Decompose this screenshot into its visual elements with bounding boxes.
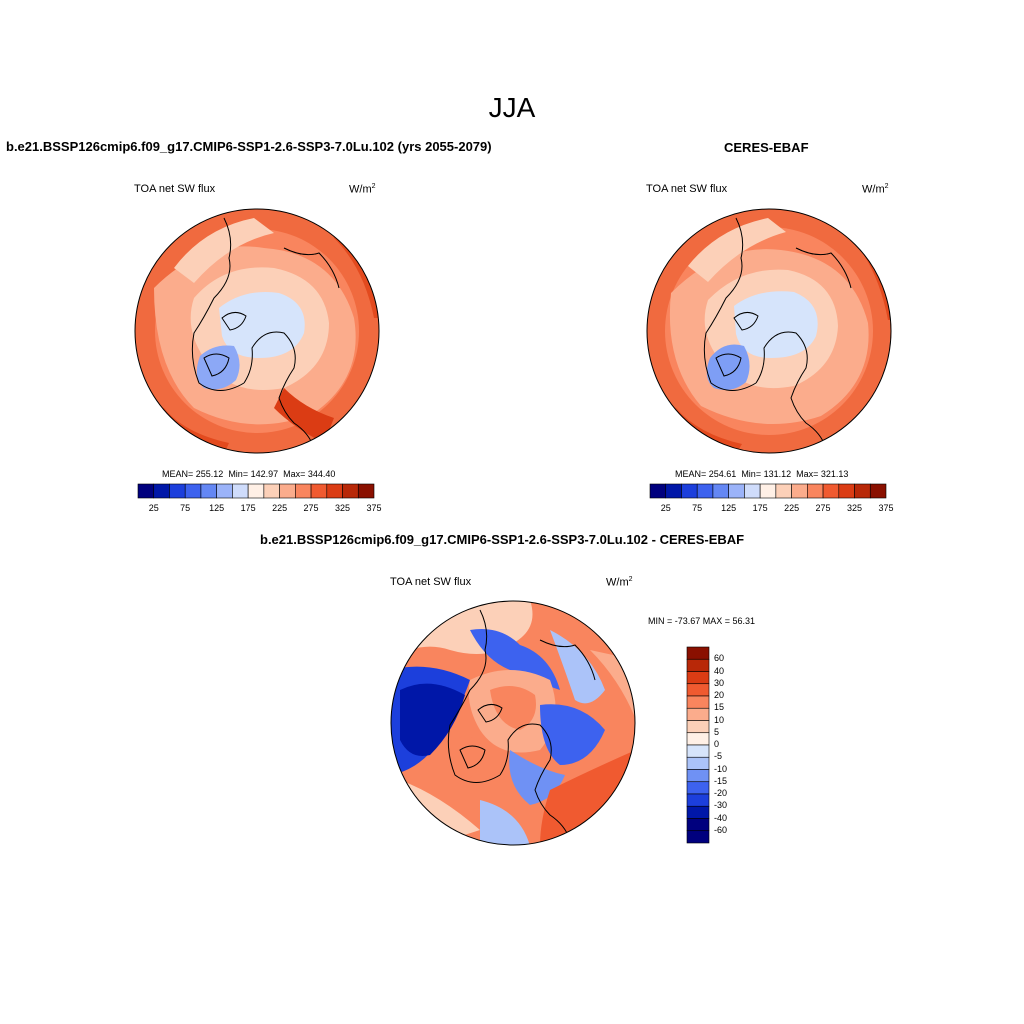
diff-colorbar-tick-label: -10 bbox=[714, 763, 728, 774]
model-colorbar-box bbox=[184, 483, 202, 499]
obs-colorbar-box bbox=[681, 483, 698, 499]
obs-polar-map bbox=[646, 208, 892, 454]
model-polar-map bbox=[134, 208, 380, 454]
diff-units-label: W/m2 bbox=[606, 576, 633, 589]
obs-colorbar-tick-label: 175 bbox=[752, 503, 768, 513]
diff-colorbar-box bbox=[686, 658, 710, 672]
obs-panel-title: CERES-EBAF bbox=[724, 140, 809, 155]
obs-variable-label: TOA net SW flux bbox=[646, 183, 728, 195]
model-colorbar-box bbox=[216, 483, 233, 499]
model-colorbar-box bbox=[279, 483, 296, 499]
diff-colorbar-box bbox=[686, 646, 710, 660]
obs-colorbar-tick-label: 325 bbox=[847, 503, 863, 513]
model-colorbar-box bbox=[295, 483, 312, 499]
obs-colorbar-box bbox=[775, 483, 792, 499]
obs-colorbar-box bbox=[744, 483, 761, 499]
model-colorbar-labels: 25 75 125 175 225 275 325 375 bbox=[138, 503, 382, 515]
obs-colorbar-box bbox=[869, 483, 887, 499]
obs-colorbar-box bbox=[791, 483, 808, 499]
obs-colorbar-box bbox=[807, 483, 824, 499]
diff-colorbar-tick-label: 5 bbox=[714, 726, 720, 737]
diff-colorbar-box bbox=[686, 707, 710, 721]
model-colorbar-box bbox=[247, 483, 265, 499]
diff-colorbar bbox=[686, 646, 710, 844]
obs-colorbar bbox=[649, 483, 887, 499]
diff-colorbar-tick-label: -60 bbox=[714, 824, 728, 835]
diff-panel-title: b.e21.BSSP126cmip6.f09_g17.CMIP6-SSP1-2.… bbox=[260, 532, 745, 547]
model-colorbar-box bbox=[326, 483, 343, 499]
model-colorbar-tick-label: 275 bbox=[303, 503, 319, 513]
model-colorbar-box bbox=[342, 483, 359, 499]
model-variable-label: TOA net SW flux bbox=[134, 183, 216, 195]
diff-polar-map bbox=[390, 600, 636, 846]
diff-minmax-label: MIN = -73.67 MAX = 56.31 bbox=[648, 616, 756, 626]
diff-colorbar-box bbox=[686, 769, 710, 783]
diff-colorbar-box bbox=[686, 683, 710, 697]
model-colorbar-tick-label: 225 bbox=[272, 503, 288, 513]
obs-colorbar-tick-label: 125 bbox=[721, 503, 737, 513]
diff-colorbar-box bbox=[686, 695, 710, 709]
model-colorbar-tick-label: 75 bbox=[180, 503, 191, 513]
obs-colorbar-box bbox=[696, 483, 714, 499]
model-colorbar-box bbox=[357, 483, 375, 499]
diff-colorbar-box bbox=[686, 720, 710, 734]
diff-colorbar-box bbox=[686, 830, 710, 844]
diff-colorbar-labels: 60 40 30 20 15 10 5 0 -5 -10 -15 -20 -30 -40 -60 bbox=[714, 647, 754, 843]
diff-colorbar-box bbox=[686, 732, 710, 746]
obs-colorbar-box bbox=[728, 483, 745, 499]
model-stats: MEAN= 255.12 Min= 142.97 Max= 344.40 bbox=[162, 469, 336, 479]
obs-colorbar-box bbox=[854, 483, 871, 499]
diff-colorbar-tick-label: -40 bbox=[714, 812, 728, 823]
model-colorbar-box bbox=[263, 483, 280, 499]
diff-colorbar-tick-label: -20 bbox=[714, 788, 728, 798]
obs-colorbar-tick-label: 275 bbox=[815, 503, 831, 513]
obs-colorbar-tick-label: 75 bbox=[692, 503, 703, 513]
model-colorbar-tick-label: 175 bbox=[240, 503, 256, 513]
obs-colorbar-labels: 25 75 125 175 225 275 325 375 bbox=[650, 503, 894, 515]
diff-colorbar-tick-label: 40 bbox=[714, 665, 725, 676]
diff-colorbar-tick-label: -30 bbox=[714, 800, 728, 811]
diff-colorbar-tick-label: 0 bbox=[714, 739, 720, 749]
model-colorbar-tick-label: 375 bbox=[366, 503, 382, 513]
model-colorbar-box bbox=[137, 483, 155, 499]
model-colorbar-tick-label: 325 bbox=[335, 503, 351, 513]
obs-colorbar-box bbox=[838, 483, 855, 499]
model-colorbar bbox=[137, 483, 375, 499]
main-title: JJA bbox=[488, 92, 536, 123]
obs-colorbar-tick-label: 225 bbox=[784, 503, 800, 513]
model-units-label: W/m2 bbox=[349, 183, 376, 196]
model-colorbar-box bbox=[200, 483, 217, 499]
diff-colorbar-box bbox=[686, 756, 710, 770]
diff-colorbar-box bbox=[686, 793, 710, 807]
model-colorbar-tick-label: 125 bbox=[209, 503, 225, 513]
model-colorbar-box bbox=[169, 483, 186, 499]
model-colorbar-box bbox=[153, 483, 170, 499]
obs-units-label: W/m2 bbox=[862, 183, 889, 196]
model-colorbar-tick-label: 25 bbox=[148, 503, 159, 513]
diff-colorbar-tick-label: 20 bbox=[714, 690, 725, 700]
diff-colorbar-tick-label: 15 bbox=[714, 702, 725, 713]
diff-colorbar-box bbox=[686, 781, 710, 795]
obs-colorbar-box bbox=[822, 483, 840, 499]
obs-colorbar-box bbox=[665, 483, 682, 499]
obs-colorbar-box bbox=[712, 483, 729, 499]
model-panel-title: b.e21.BSSP126cmip6.f09_g17.CMIP6-SSP1-2.… bbox=[6, 139, 492, 154]
diff-colorbar-box bbox=[686, 744, 710, 758]
obs-colorbar-box bbox=[759, 483, 777, 499]
diff-colorbar-tick-label: 60 bbox=[714, 653, 725, 664]
diff-colorbar-tick-label: -5 bbox=[714, 751, 723, 762]
diff-colorbar-box bbox=[686, 671, 710, 685]
diff-colorbar-box bbox=[686, 818, 710, 832]
obs-colorbar-box bbox=[649, 483, 667, 499]
diff-colorbar-box bbox=[686, 805, 710, 819]
model-colorbar-box bbox=[232, 483, 249, 499]
obs-colorbar-tick-label: 25 bbox=[660, 503, 671, 513]
model-colorbar-box bbox=[310, 483, 328, 499]
diff-variable-label: TOA net SW flux bbox=[390, 576, 472, 588]
diff-colorbar-tick-label: 10 bbox=[714, 714, 725, 725]
diff-colorbar-tick-label: -15 bbox=[714, 775, 728, 786]
obs-stats: MEAN= 254.61 Min= 131.12 Max= 321.13 bbox=[675, 469, 849, 479]
diff-colorbar-tick-label: 30 bbox=[714, 677, 725, 688]
obs-colorbar-tick-label: 375 bbox=[878, 503, 894, 513]
